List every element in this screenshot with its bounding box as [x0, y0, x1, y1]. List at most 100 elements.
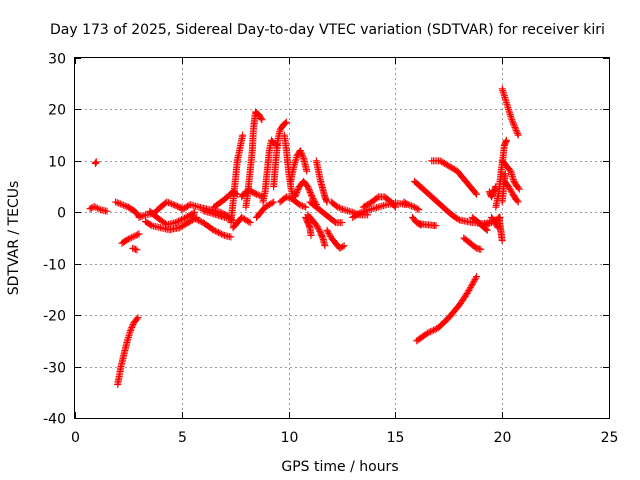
- y-tick-label: -40: [43, 412, 66, 428]
- data-point: [270, 198, 278, 206]
- data-point: [284, 194, 292, 201]
- data-point: [356, 209, 364, 217]
- data-point: [506, 166, 514, 174]
- data-point: [103, 207, 111, 215]
- data-point: [315, 226, 323, 234]
- data-point: [287, 195, 295, 203]
- data-point: [510, 120, 518, 128]
- data-point: [483, 221, 491, 228]
- data-point: [211, 227, 219, 235]
- data-track-29: [323, 226, 348, 252]
- data-point: [118, 201, 126, 209]
- data-point: [466, 285, 474, 293]
- data-point: [484, 220, 492, 228]
- data-track-35: [415, 220, 440, 230]
- data-point: [431, 325, 439, 333]
- data-point: [134, 231, 142, 239]
- data-point: [305, 186, 313, 194]
- data-track-36: [411, 177, 463, 224]
- data-point: [514, 198, 522, 206]
- data-track-2: [91, 158, 100, 167]
- data-point: [196, 217, 204, 225]
- x-tick-label: 5: [178, 430, 187, 446]
- data-point: [210, 226, 218, 234]
- data-point: [173, 218, 181, 226]
- data-point: [508, 116, 516, 124]
- data-point: [334, 203, 342, 211]
- data-point: [426, 328, 434, 336]
- data-point: [282, 118, 290, 126]
- data-point: [332, 202, 340, 210]
- data-point: [253, 190, 261, 198]
- data-point: [513, 197, 521, 205]
- data-point: [191, 208, 199, 216]
- data-point: [454, 215, 462, 223]
- data-point: [294, 186, 302, 194]
- data-track-6: [114, 314, 142, 389]
- data-point: [121, 202, 129, 210]
- y-tick-label: 10: [48, 155, 66, 171]
- y-axis-title: SDTVAR / TECUs: [6, 181, 22, 296]
- data-point: [423, 329, 431, 337]
- data-point: [502, 136, 510, 144]
- data-track-1: [86, 203, 111, 215]
- grid: [75, 58, 609, 418]
- data-point: [472, 189, 479, 197]
- data-point: [190, 214, 198, 222]
- data-point: [292, 190, 300, 198]
- data-point: [325, 229, 333, 237]
- data-point: [326, 231, 334, 239]
- data-point: [115, 199, 123, 207]
- data-track-50: [498, 170, 509, 206]
- data-point: [339, 205, 347, 213]
- data-point: [512, 125, 520, 133]
- data-point: [337, 204, 345, 212]
- data-point: [467, 282, 475, 290]
- data-point: [127, 327, 135, 335]
- data-point: [116, 200, 124, 208]
- data-point: [297, 201, 305, 209]
- data-point: [168, 200, 176, 208]
- data-track-33: [400, 198, 423, 214]
- data-point: [181, 214, 189, 222]
- data-track-37: [428, 157, 481, 198]
- sdtvar-series: [86, 85, 523, 389]
- data-point: [254, 191, 262, 199]
- data-point: [340, 242, 348, 250]
- data-point: [468, 280, 476, 288]
- data-point: [195, 216, 203, 224]
- data-point: [511, 123, 519, 131]
- data-point: [135, 230, 143, 238]
- data-track-16: [242, 108, 266, 211]
- data-point: [134, 314, 142, 322]
- data-point: [176, 216, 184, 224]
- y-tick-label: 20: [48, 103, 66, 119]
- data-track-42: [485, 183, 500, 201]
- data-point: [481, 221, 489, 229]
- data-point: [298, 202, 306, 210]
- data-point: [138, 212, 146, 220]
- data-point: [298, 151, 306, 159]
- data-point: [407, 202, 415, 210]
- data-point: [465, 286, 473, 294]
- data-point: [477, 245, 485, 253]
- data-point: [403, 200, 411, 208]
- data-track-25: [302, 213, 315, 239]
- data-point: [188, 213, 196, 221]
- data-point: [213, 228, 221, 236]
- data-point: [227, 233, 235, 241]
- data-point: [515, 185, 523, 193]
- data-point: [93, 204, 101, 212]
- data-point: [120, 201, 128, 209]
- data-track-48: [498, 85, 522, 139]
- y-tick-label: -10: [43, 258, 66, 274]
- data-point: [428, 327, 436, 335]
- data-point: [137, 213, 145, 221]
- data-track-28: [306, 198, 346, 227]
- data-point: [467, 283, 475, 291]
- data-track-46: [492, 136, 510, 211]
- data-point: [314, 224, 322, 232]
- data-point: [406, 201, 414, 209]
- data-point: [507, 187, 515, 195]
- data-point: [514, 184, 522, 192]
